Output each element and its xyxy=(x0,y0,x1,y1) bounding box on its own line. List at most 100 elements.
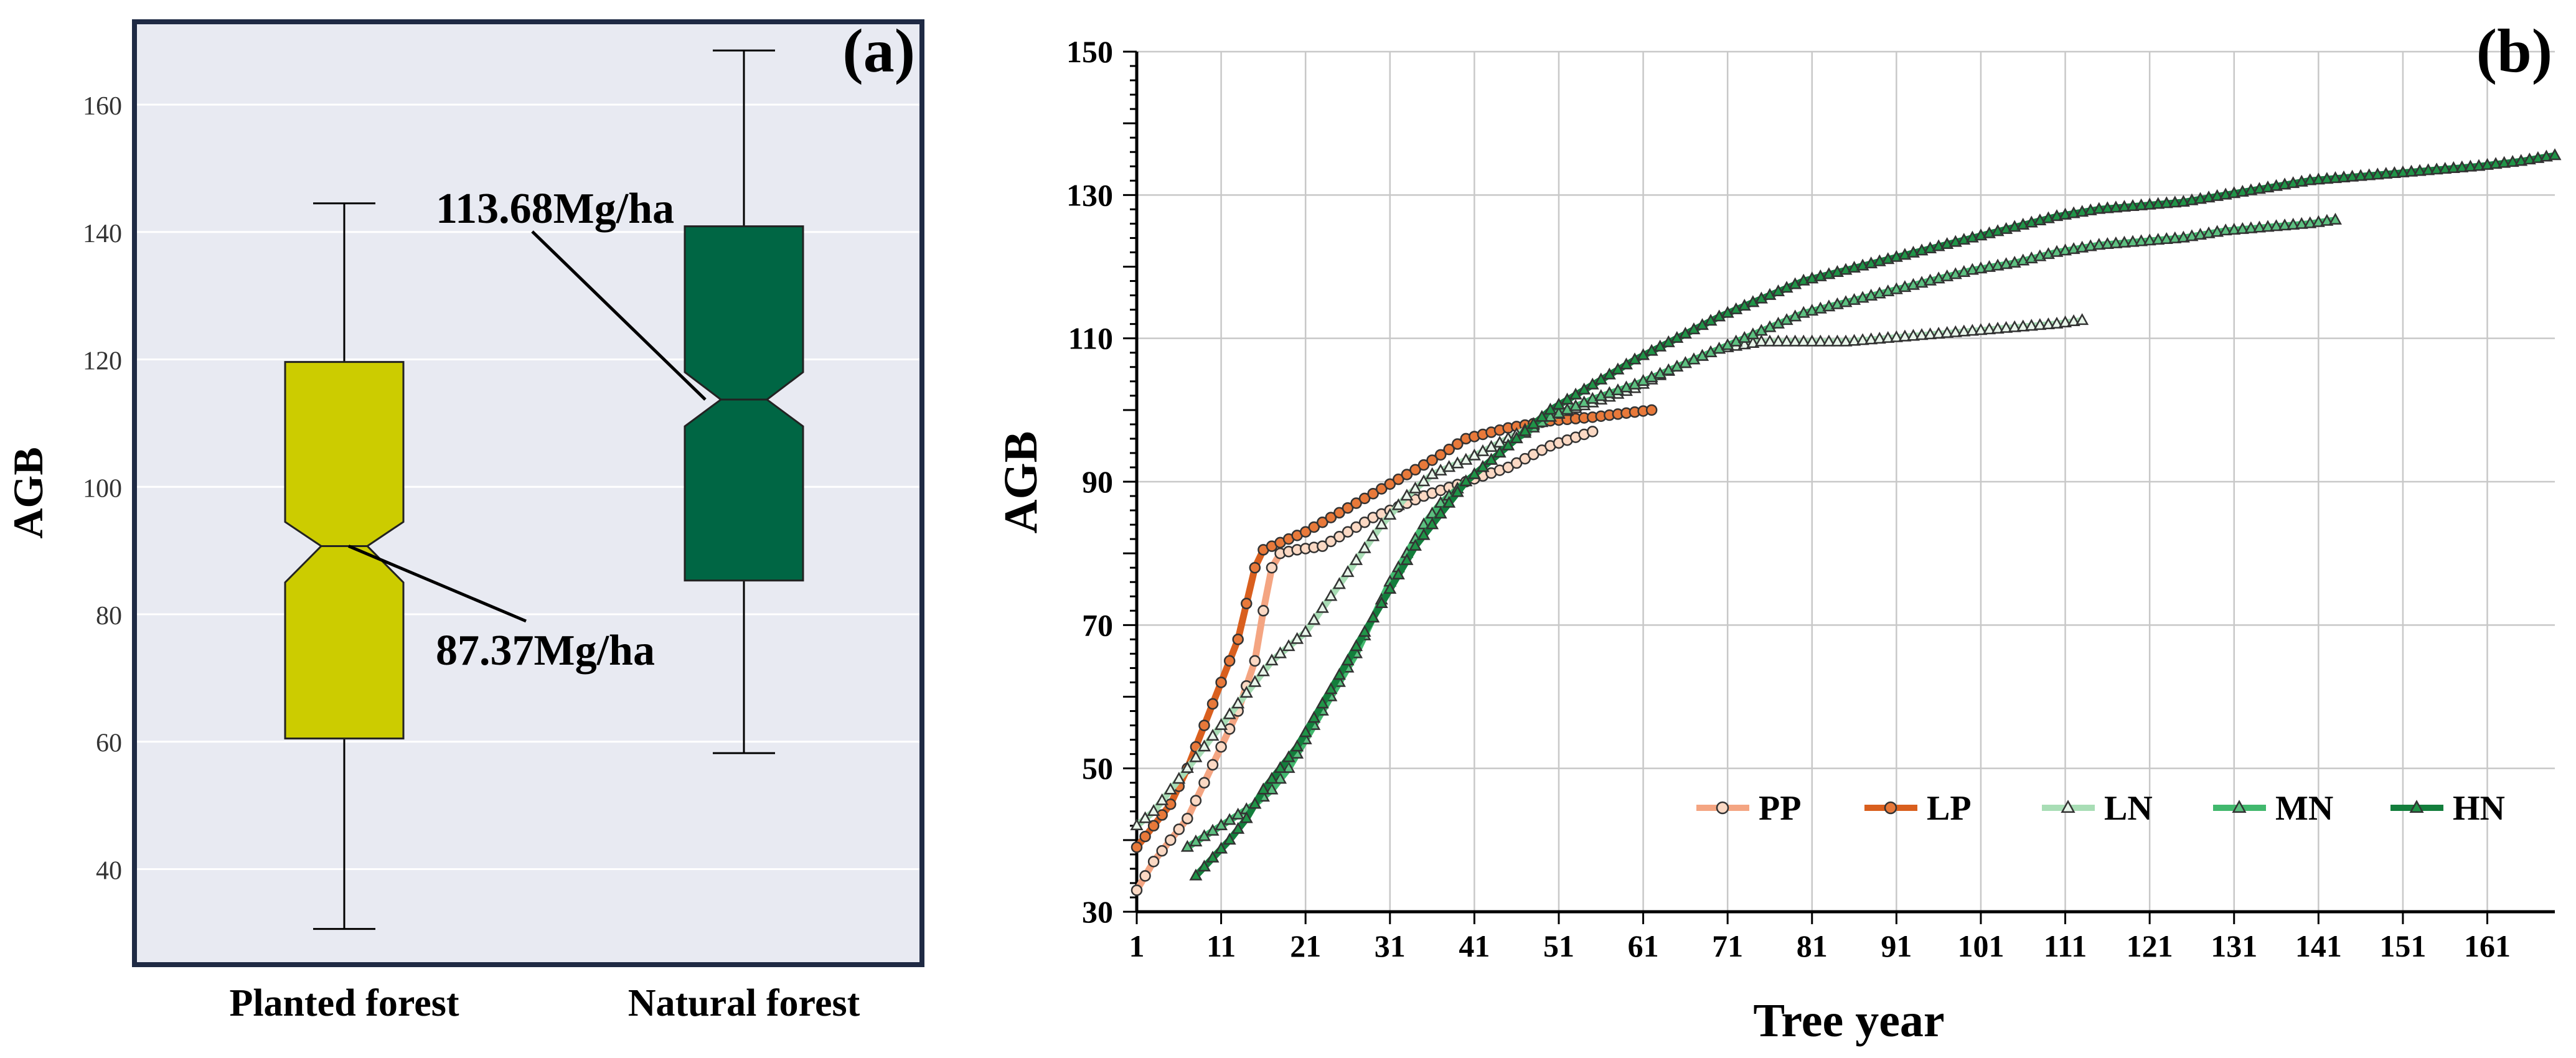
ln-point xyxy=(1358,541,1371,553)
ln-point xyxy=(1163,782,1177,795)
hn-point xyxy=(2100,201,2114,213)
lp-point xyxy=(1401,469,1413,480)
hn-point xyxy=(2354,169,2367,181)
legend-item-mn: MN xyxy=(2213,789,2333,828)
y-tick-label-100: 100 xyxy=(83,474,122,503)
pp-point xyxy=(1325,535,1337,548)
hn-point xyxy=(1780,281,1793,293)
panel-b-series xyxy=(1130,148,2562,896)
mn-point xyxy=(2109,236,2123,248)
hn-point xyxy=(2481,157,2494,170)
ln-point xyxy=(1873,332,1886,344)
hn-point xyxy=(1493,446,1507,458)
natural-forest-category-label: Natural forest xyxy=(628,982,860,1024)
hn-point xyxy=(2050,209,2064,222)
hn-point xyxy=(2522,152,2536,165)
mn-point xyxy=(2219,223,2232,236)
mn-point xyxy=(1645,370,1658,383)
ln-point xyxy=(1383,507,1397,520)
y-tick-label-60: 60 xyxy=(96,729,122,758)
hn-point xyxy=(2117,200,2131,212)
hn-point xyxy=(2295,174,2308,187)
ln-point xyxy=(1940,325,1954,338)
lp-point xyxy=(1358,492,1371,505)
ln-point xyxy=(1375,517,1388,530)
x-tick-label-71: 71 xyxy=(1712,929,1743,963)
ln-point xyxy=(1974,323,1988,335)
mn-point xyxy=(1780,313,1793,325)
ln-point xyxy=(1332,577,1346,589)
ln-point xyxy=(1139,811,1152,823)
hn-point xyxy=(2387,166,2401,179)
mn-point xyxy=(1273,772,1287,784)
ln-point xyxy=(1324,589,1338,601)
lp-point xyxy=(1409,464,1421,476)
hn-point xyxy=(2270,179,2283,191)
hn-point xyxy=(1239,811,1253,823)
mn-point xyxy=(1729,334,1743,347)
ln-point xyxy=(2067,314,2080,327)
hn-point xyxy=(1713,309,1726,322)
x-tick-label-61: 61 xyxy=(1628,929,1659,963)
hn-point xyxy=(1189,868,1203,881)
mn-point xyxy=(2303,216,2317,228)
hn-point xyxy=(1273,761,1287,773)
x-tick-label-91: 91 xyxy=(1881,929,1912,963)
hn-point xyxy=(1526,417,1540,429)
x-tick-label-51: 51 xyxy=(1543,929,1574,963)
ln-point xyxy=(1307,612,1321,625)
hn-point xyxy=(1763,288,1777,300)
lp-point xyxy=(1367,487,1379,500)
hn-point xyxy=(2463,159,2477,172)
ln-point xyxy=(2075,313,2089,325)
legend-marker-hn xyxy=(2409,800,2424,813)
mn-point xyxy=(1965,263,1979,275)
legend-label-lp: LP xyxy=(1927,789,1972,828)
mn-point xyxy=(2287,217,2300,230)
y-tick-label-160: 160 xyxy=(83,92,122,121)
hn-point xyxy=(1510,431,1523,444)
pp-point xyxy=(1131,884,1143,896)
mn-point xyxy=(2244,221,2258,233)
hn-point xyxy=(2135,198,2148,210)
ln-point xyxy=(2024,319,2038,331)
hn-point xyxy=(2193,192,2207,204)
lp-point xyxy=(1232,634,1244,645)
hn-point xyxy=(2168,195,2182,208)
hn-point xyxy=(2176,195,2190,207)
mn-point xyxy=(2235,222,2249,234)
lp-point xyxy=(1131,841,1143,853)
hn-point xyxy=(2531,151,2545,163)
pp-point xyxy=(1139,870,1151,882)
hn-point xyxy=(1315,696,1329,709)
hn-point xyxy=(1518,424,1532,436)
legend-marker-ln xyxy=(2061,800,2075,813)
series-lp xyxy=(1131,404,1658,853)
hn-point xyxy=(2506,155,2519,167)
hn-point xyxy=(2337,170,2351,182)
ln-point xyxy=(2033,318,2047,330)
ln-point xyxy=(1442,460,1456,472)
hn-point xyxy=(1231,822,1245,834)
ln-point xyxy=(1915,328,1929,340)
ln-point xyxy=(1957,324,1971,337)
hn-point xyxy=(1332,668,1346,680)
legend-label-mn: MN xyxy=(2275,789,2333,828)
mn-point xyxy=(1721,338,1734,350)
ln-point xyxy=(1147,803,1160,817)
ln-point xyxy=(1189,750,1203,762)
panel-b-x-tick-labels: 1 11 21 31 41 51 61 71 81 91 101 111 121 131 141 151 161 xyxy=(1129,929,2511,963)
hn-point xyxy=(2092,202,2106,214)
legend-label-hn: HN xyxy=(2453,789,2505,828)
hn-point xyxy=(2151,197,2165,209)
y-tick-label-140: 140 xyxy=(83,220,122,248)
mn-point xyxy=(1282,761,1295,773)
mn-point xyxy=(2193,228,2207,240)
pp-point xyxy=(1586,426,1599,438)
x-tick-label-1: 1 xyxy=(1129,929,1145,963)
hn-point xyxy=(1484,452,1498,465)
ln-point xyxy=(2016,319,2030,332)
hn-point xyxy=(1450,485,1464,497)
hn-point xyxy=(2160,196,2173,208)
